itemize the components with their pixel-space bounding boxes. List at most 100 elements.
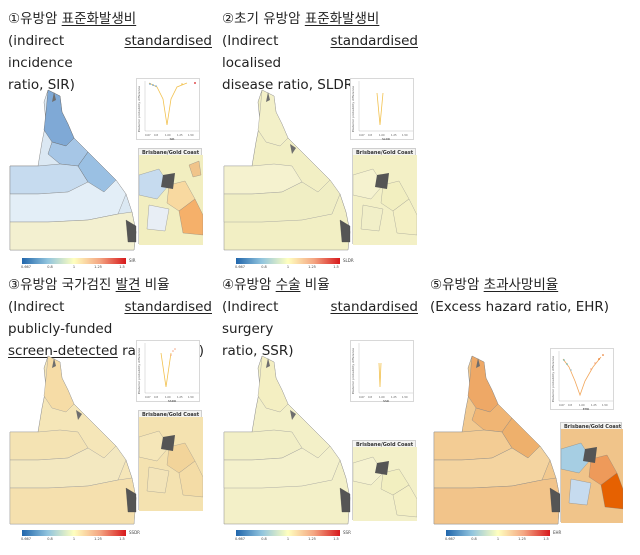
panel-4-title-line2-underlined: standardised: [330, 299, 418, 315]
panel-5-legend-tick-5: 1.5: [543, 537, 549, 541]
panel-4-legend-tick-4: 1.25: [308, 537, 316, 541]
panel-2-title: ②초기 유방암 표준화발생비 (Indirect standardised lo…: [222, 8, 418, 96]
panel-1-title: ①유방암 표준화발생비 (indirect standardised incid…: [8, 8, 212, 96]
panel-5-title-line1: ⑤유방암: [430, 277, 484, 293]
panel-3-plot-tick-4: 1.25: [177, 395, 183, 399]
panel-5-legend-tick-2: 0.8: [471, 537, 477, 541]
panel-2-city-inset: Brisbane/Gold Coast: [352, 148, 417, 245]
panel-3-legend-tick-3: 1: [72, 537, 76, 541]
panel-2-plot-ylabel: Posterior probability difference: [351, 86, 355, 132]
panel-4-legend-tick-3: 1: [286, 537, 290, 541]
panel-4-map: [222, 348, 354, 526]
panel-3-plot-xlabel: SSDR: [168, 399, 176, 403]
panel-5-figure: Posterior probability difference 0.67 0.…: [432, 340, 632, 545]
panel-3-city-label: Brisbane/Gold Coast: [142, 412, 200, 418]
panel-1-legend-tick-4: 1.25: [94, 265, 102, 269]
panel-4-title-line2-pre: (Indirect: [222, 299, 331, 315]
panel-5-probability-plot: Posterior probability difference 0.67 0.…: [550, 348, 614, 411]
panel-3-plot-tick-3: 1.00: [165, 395, 171, 399]
panel-5-plot-xlabel: EHR: [583, 407, 589, 411]
panel-4-title-line1: ④유방암: [222, 277, 276, 293]
panel-2-legend: SLDR 0.667 0.8 1 1.25 1.5: [234, 258, 354, 272]
panel-3-figure: Posterior probability difference 0.67 0.…: [8, 340, 208, 545]
panel-4-title-line1-underlined: 수술: [275, 277, 301, 293]
panel-1-title-line2-underlined: standardised: [124, 33, 212, 49]
panel-1-legend-tick-5: 1.5: [119, 265, 125, 269]
panel-5-legend-tick-4: 1.25: [518, 537, 526, 541]
panel-5-title-line1-underlined: 초과사망비율: [483, 277, 559, 293]
panel-5-plot-tick-5: 1.50: [602, 403, 608, 407]
panel-1-plot-xlabel: SIR: [170, 137, 175, 141]
panel-3-title-line1-underlined: 발견: [115, 277, 141, 293]
panel-4-plot-tick-5: 1.50: [402, 395, 408, 399]
panel-2-plot-tick-5: 1.50: [402, 133, 408, 137]
panel-4-legend-tick-1: 0.667: [234, 537, 246, 541]
panel-1-title-line2-pre: (indirect: [8, 33, 125, 49]
panel-1-plot-ylabel: Posterior probability difference: [137, 86, 141, 132]
panel-5-legend-tick-3: 1: [496, 537, 500, 541]
panel-3-legend-metric: SSDR: [129, 530, 140, 535]
panel-2-probability-plot: Posterior probability difference 0.67 0.…: [350, 78, 414, 141]
panel-3-title-line1-suffix: 비율: [140, 277, 170, 293]
panel-3-legend: SSDR 0.667 0.8 1 1.25 1.5: [21, 530, 140, 544]
panel-1-title-line3: ratio, SIR): [8, 77, 75, 93]
panel-5-title: ⑤유방암 초과사망비율 (Excess hazard ratio, EHR): [430, 274, 630, 318]
panel-1-plot-tick-4: 1.25: [177, 133, 183, 137]
panel-4-plot-tick-2: 0.8: [368, 395, 372, 399]
panel-4-title-line3: ratio, SSR): [222, 343, 294, 359]
panel-2-plot-tick-4: 1.25: [391, 133, 397, 137]
panel-4-legend-tick-5: 1.5: [333, 537, 339, 541]
panel-3-plot-ylabel: Posterior probability difference: [137, 348, 141, 394]
panel-2-legend-tick-4: 1.25: [308, 265, 316, 269]
panel-2-city-label: Brisbane/Gold Coast: [356, 150, 414, 156]
panel-2-title-line2-post: localised: [222, 55, 282, 71]
panel-1-city-label: Brisbane/Gold Coast: [142, 150, 200, 156]
panel-5-title-line2: (Excess hazard ratio, EHR): [430, 299, 610, 315]
panel-2-title-line2-pre: (Indirect: [222, 33, 331, 49]
panel-4-city-inset: Brisbane/Gold Coast: [352, 440, 417, 521]
panel-2-plot-xlabel: SLDR: [382, 137, 390, 141]
panel-4-probability-plot: Posterior probability difference 0.67 0.…: [350, 340, 414, 403]
panel-5-city-inset: Brisbane/Gold Coast: [560, 422, 623, 523]
panel-2-figure: Posterior probability difference 0.67 0.…: [222, 78, 418, 269]
panel-4-legend-tick-2: 0.8: [261, 537, 267, 541]
panel-5-map: [432, 348, 564, 526]
panel-2-plot-tick-3: 1.00: [379, 133, 385, 137]
panel-2-title-line3: disease ratio, SLDR): [222, 77, 359, 93]
panel-3-title-line3-underlined: screen-detected: [8, 343, 118, 359]
panel-2-title-line1-underlined: 표준화발생비: [304, 11, 380, 27]
panel-4-plot-tick-1: 0.67: [359, 395, 365, 399]
panel-3-title-line2-underlined: standardised: [124, 299, 212, 315]
panel-3-title-line1: ③유방암 국가검진: [8, 277, 116, 293]
panel-4-plot-ylabel: Posterior probability difference: [351, 348, 355, 394]
panel-5-legend: EHR 0.667 0.8 1 1.25 1.5: [445, 530, 562, 544]
panel-3-plot-tick-1: 0.67: [145, 395, 151, 399]
panel-4-figure: Posterior probability difference 0.67 0.…: [222, 340, 418, 545]
panel-4-legend-metric: SSR: [343, 530, 351, 535]
panel-4-plot-tick-3: 1.00: [379, 395, 385, 399]
panel-4-title-line2-post: surgery: [222, 321, 274, 337]
panel-3-map: [8, 348, 140, 526]
panel-5-plot-tick-3: 1.00: [579, 403, 585, 407]
panel-2-legend-tick-3: 1: [286, 265, 290, 269]
panel-3-title-line2-post: publicly-funded: [8, 321, 113, 337]
panel-1-plot-tick-1: 0.67: [145, 133, 151, 137]
panel-1-legend-tick-2: 0.8: [47, 265, 53, 269]
panel-1-legend: SIR 0.667 0.8 1 1.25 1.5: [21, 258, 136, 272]
panel-3-legend-tick-4: 1.25: [94, 537, 102, 541]
panel-2-legend-tick-1: 0.667: [234, 265, 246, 269]
panel-2-legend-metric: SLDR: [343, 258, 354, 263]
panel-3-legend-tick-5: 1.5: [119, 537, 125, 541]
panel-1-title-line1-underlined: 표준화발생비: [61, 11, 137, 27]
panel-1-plot-tick-5: 1.50: [188, 133, 194, 137]
panel-3-plot-tick-5: 1.50: [188, 395, 194, 399]
panel-3-probability-plot: Posterior probability difference 0.67 0.…: [136, 340, 200, 403]
panel-5-legend-metric: EHR: [553, 530, 562, 535]
panel-3-city-inset: Brisbane/Gold Coast: [138, 410, 203, 511]
panel-4-city-label: Brisbane/Gold Coast: [356, 442, 414, 448]
panel-3-plot-tick-2: 0.8: [154, 395, 158, 399]
panel-2-map: [222, 82, 354, 252]
panel-1-title-line2-post: incidence: [8, 55, 73, 71]
panel-1-probability-plot: Posterior probability difference 0.67 0.…: [136, 78, 200, 141]
panel-2-plot-tick-1: 0.67: [359, 133, 365, 137]
